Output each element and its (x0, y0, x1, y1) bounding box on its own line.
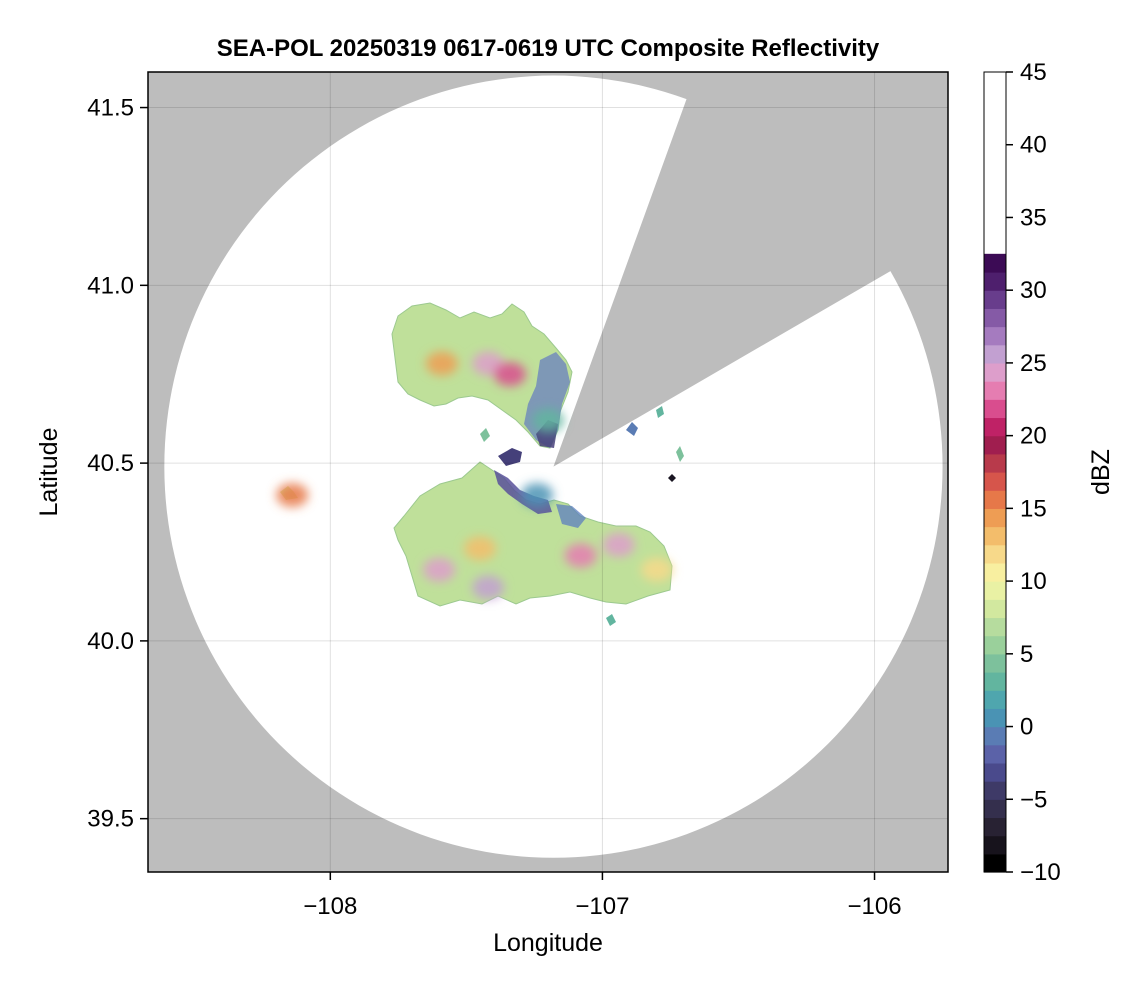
reflectivity-cell (423, 557, 456, 582)
colorbar-bin (984, 381, 1006, 400)
colorbar-bin (984, 308, 1006, 328)
colorbar-bin (984, 344, 1006, 364)
colorbar-bin (984, 508, 1006, 528)
reflectivity-cell (564, 543, 597, 568)
x-tick-label: −106 (847, 893, 901, 920)
colorbar-bin (984, 399, 1006, 419)
reflectivity-cell (276, 483, 309, 508)
colorbar-bin (984, 290, 1006, 309)
x-axis-label: Longitude (493, 929, 603, 957)
colorbar-tick-label: 40 (1020, 132, 1047, 159)
colorbar-bin (984, 599, 1006, 619)
y-axis-label: Latitude (35, 428, 63, 517)
echo-fragment-4 (656, 406, 664, 418)
colorbar-bin (984, 417, 1006, 437)
colorbar-bin (984, 526, 1006, 546)
colorbar-bin (984, 326, 1006, 346)
colorbar-tick-label: 15 (1020, 495, 1047, 522)
colorbar-bin (984, 781, 1006, 800)
colorbar-bin (984, 253, 1006, 273)
colorbar-bin (984, 581, 1006, 600)
colorbar-bin (984, 472, 1006, 491)
grid (148, 72, 948, 872)
colorbar-tick-label: 25 (1020, 350, 1047, 377)
colorbar-tick-label: 30 (1020, 277, 1047, 304)
x-axis: −108 −107 −106 (303, 872, 902, 920)
reflectivity-cell (463, 536, 496, 561)
reflectivity-cell (640, 557, 673, 582)
echo-layer (276, 302, 684, 626)
colorbar-bin (984, 272, 1006, 291)
colorbar (984, 253, 1006, 873)
echo-fragment-7 (606, 614, 616, 626)
southern-echo-flank (556, 504, 586, 528)
echo-fragment-3 (626, 422, 638, 436)
colorbar-bin (984, 653, 1006, 673)
radar-coverage (164, 75, 943, 858)
y-tick-label: 40.5 (87, 450, 134, 477)
colorbar-tick-label: 0 (1020, 714, 1033, 741)
reflectivity-cell (602, 532, 635, 557)
reflectivity-cell (532, 408, 564, 433)
colorbar-bin (984, 799, 1006, 819)
reflectivity-cell (493, 362, 526, 387)
colorbar-tick-label: 35 (1020, 204, 1047, 231)
colorbar-tick-label: 45 (1020, 59, 1047, 86)
colorbar-bin (984, 817, 1006, 837)
colorbar-bin (984, 690, 1006, 709)
x-tick-label: −107 (575, 893, 629, 920)
colorbar-bin (984, 835, 1006, 855)
colorbar-tick-label: 10 (1020, 568, 1047, 595)
y-tick-label: 40.0 (87, 628, 134, 655)
colorbar-bin (984, 562, 1006, 582)
x-tick-label: −108 (303, 893, 357, 920)
reflectivity-cell (521, 483, 554, 508)
colorbar-bin (984, 362, 1006, 382)
colorbar-label: dBZ (1087, 449, 1115, 495)
colorbar-ticks: −10 −5 0 5 10 15 20 25 30 35 40 45 (1006, 59, 1061, 886)
colorbar-tick-label: 5 (1020, 641, 1033, 668)
plot-frame (147, 71, 949, 873)
y-axis: 39.5 40.0 40.5 41.0 41.5 (87, 95, 148, 833)
plot-area (148, 72, 948, 872)
colorbar-bin (984, 635, 1006, 655)
colorbar-bin (984, 708, 1006, 728)
echo-fragment-1 (498, 448, 522, 466)
colorbar-bin (984, 617, 1006, 637)
reflectivity-cell (425, 351, 458, 376)
colorbar-bin (984, 490, 1006, 509)
echo-fragment-6 (480, 428, 490, 442)
y-tick-label: 41.5 (87, 95, 134, 122)
echo-fragment-5 (668, 474, 676, 482)
colorbar-bin (984, 744, 1006, 764)
reflectivity-cells (276, 351, 673, 600)
colorbar-tick-label: −10 (1020, 859, 1061, 886)
colorbar-tick-label: −5 (1020, 786, 1047, 813)
chart-title: SEA-POL 20250319 0617-0619 UTC Composite… (217, 35, 880, 62)
y-tick-label: 39.5 (87, 806, 134, 833)
colorbar-bin (984, 762, 1006, 782)
colorbar-tick-label: 20 (1020, 423, 1047, 450)
colorbar-bin (984, 672, 1006, 691)
colorbar-bin (984, 453, 1006, 473)
colorbar-bin (984, 726, 1006, 746)
colorbar-bin (984, 435, 1006, 455)
reflectivity-cell (472, 575, 505, 600)
echo-fragment-8 (676, 446, 684, 462)
colorbar-frame (983, 71, 1007, 873)
colorbar-bin (984, 544, 1006, 564)
colorbar-bin (984, 853, 1006, 873)
y-tick-label: 41.0 (87, 272, 134, 299)
